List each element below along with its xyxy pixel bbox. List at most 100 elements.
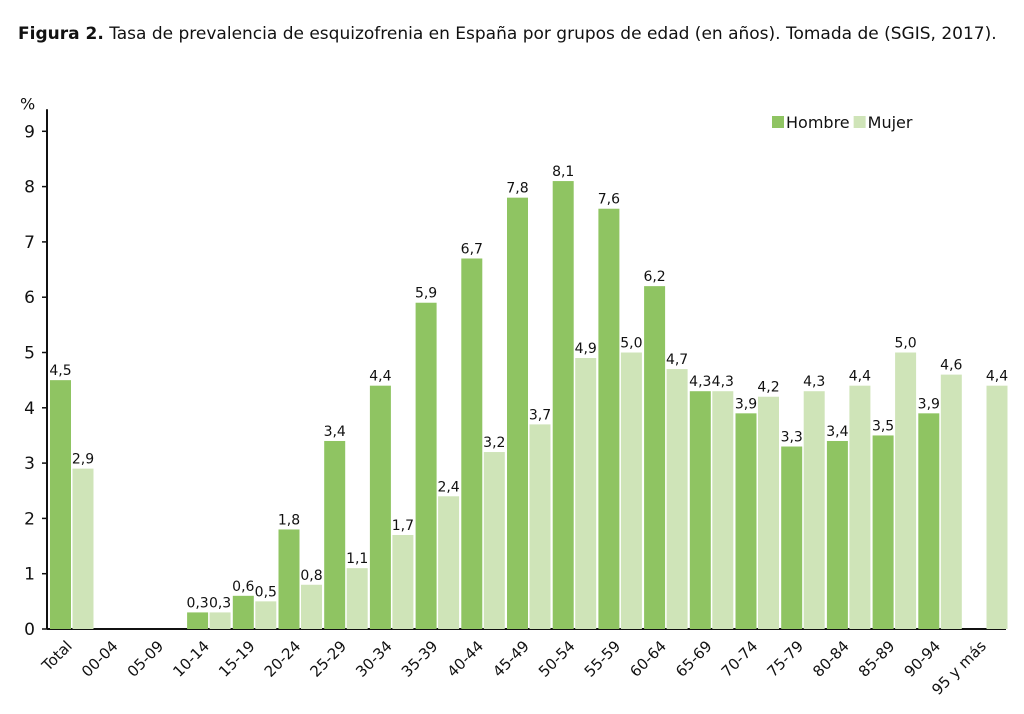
bar-mujer (72, 468, 94, 629)
data-label: 3,4 (826, 424, 848, 440)
bar-mujer (483, 452, 505, 629)
bar-hombre (278, 529, 300, 629)
bar-hombre (552, 181, 574, 629)
data-label: 0,8 (300, 568, 322, 584)
x-tick-label: 80-84 (809, 637, 853, 681)
data-label: 0,3 (209, 595, 231, 611)
data-label: 3,5 (872, 418, 894, 434)
bar-mujer (255, 601, 277, 629)
bar-mujer (346, 568, 368, 629)
x-tick-label: Total (38, 637, 76, 675)
data-label: 4,7 (666, 352, 688, 368)
bar-hombre (644, 286, 666, 629)
data-label: 3,3 (781, 430, 803, 446)
bar-mujer (712, 391, 734, 629)
bar-hombre (50, 380, 71, 629)
bar-mujer (392, 534, 414, 629)
data-label: 5,0 (894, 336, 916, 352)
x-tick-label: 85-89 (855, 637, 899, 681)
y-tick-label: 1 (24, 565, 35, 585)
data-label: 5,0 (620, 336, 642, 352)
bar-mujer (438, 496, 460, 629)
data-label: 3,7 (529, 407, 551, 423)
bar-hombre (598, 208, 620, 629)
bar-mujer (575, 358, 597, 629)
y-tick-label: 6 (24, 288, 35, 308)
x-tick-label: 10-14 (169, 637, 213, 681)
data-label: 5,9 (415, 286, 437, 302)
data-label: 0,5 (255, 584, 277, 600)
x-tick-label: 05-09 (124, 637, 168, 681)
x-tick-label: 55-59 (581, 637, 625, 681)
data-label: 4,3 (803, 374, 825, 390)
data-label: 3,9 (735, 396, 757, 412)
data-label: 3,9 (918, 396, 940, 412)
data-label: 4,4 (369, 369, 391, 385)
bar-mujer (620, 352, 642, 629)
bar-hombre (187, 612, 209, 629)
x-tick-label: 90-94 (901, 637, 945, 681)
bar-hombre (415, 302, 437, 629)
data-label: 4,4 (849, 369, 871, 385)
data-label: 7,6 (598, 192, 620, 208)
data-label: 4,5 (49, 363, 71, 379)
data-label: 4,2 (757, 380, 779, 396)
y-tick-label: 9 (24, 122, 35, 142)
data-label: 6,2 (643, 269, 665, 285)
data-label: 4,6 (940, 358, 962, 374)
bar-mujer (301, 584, 322, 629)
bar-mujer (529, 424, 551, 629)
data-label: 4,9 (575, 341, 597, 357)
x-tick-label: 00-04 (78, 637, 122, 681)
bar-mujer (849, 385, 871, 629)
y-tick-label: 3 (24, 454, 35, 474)
bar-hombre (324, 440, 346, 629)
data-label: 4,3 (689, 374, 711, 390)
legend-swatch-mujer (853, 116, 866, 128)
bar-hombre (369, 385, 391, 629)
bar-hombre (461, 258, 483, 629)
bar-mujer (803, 391, 825, 629)
bar-hombre (826, 440, 848, 629)
x-tick-label: 60-64 (626, 637, 670, 681)
bar-mujer (940, 374, 962, 629)
data-label: 3,4 (324, 424, 346, 440)
bar-hombre (918, 413, 940, 629)
data-label: 1,8 (278, 512, 300, 528)
x-tick-label: 20-24 (261, 637, 305, 681)
bar-hombre (507, 197, 528, 629)
data-label: 0,6 (232, 579, 254, 595)
data-label: 2,4 (437, 479, 459, 495)
y-axis-label: % (20, 94, 35, 113)
bar-mujer (758, 396, 779, 629)
x-tick-label: 70-74 (718, 637, 762, 681)
bar-mujer (209, 612, 231, 629)
data-label: 1,1 (346, 551, 368, 567)
bar-hombre (872, 435, 894, 629)
legend-swatch-hombre (772, 116, 784, 128)
bar-hombre (232, 595, 254, 629)
x-tick-label: 75-79 (763, 637, 807, 681)
y-tick-label: 7 (24, 233, 35, 253)
bar-mujer (895, 352, 917, 629)
x-tick-label: 15-19 (215, 637, 259, 681)
x-tick-label: 35-39 (398, 637, 442, 681)
figure-caption: Figura 2. Tasa de prevalencia de esquizo… (18, 24, 997, 44)
x-tick-label: 45-49 (489, 637, 533, 681)
data-label: 1,7 (392, 518, 414, 534)
y-tick-label: 2 (24, 509, 35, 529)
data-label: 4,3 (712, 374, 734, 390)
y-tick-label: 8 (24, 178, 35, 198)
x-tick-label: 50-54 (535, 637, 579, 681)
bar-hombre (689, 391, 711, 629)
figure-label: Figura 2. (18, 24, 104, 44)
data-label: 7,8 (506, 181, 528, 197)
x-tick-label: 40-44 (444, 637, 488, 681)
bar-mujer (666, 369, 688, 629)
figure-caption-text: Tasa de prevalencia de esquizofrenia en … (109, 24, 997, 44)
y-tick-label: 5 (24, 344, 35, 364)
bar-hombre (781, 446, 803, 629)
data-label: 6,7 (461, 241, 483, 257)
x-tick-label: 25-29 (306, 637, 350, 681)
